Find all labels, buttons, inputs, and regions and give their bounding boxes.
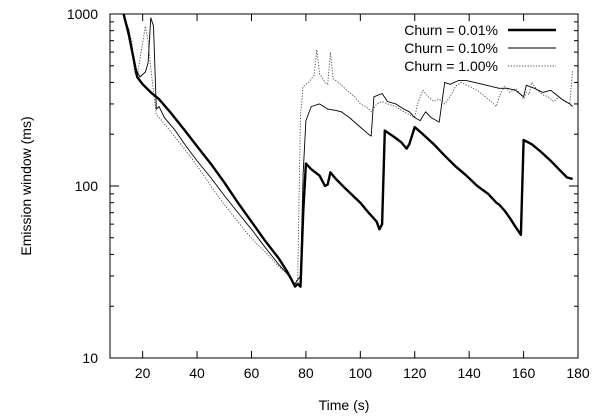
x-tick-label: 20 bbox=[135, 365, 151, 381]
x-tick-label: 160 bbox=[512, 365, 536, 381]
x-tick-label: 100 bbox=[349, 365, 373, 381]
x-tick-label: 40 bbox=[189, 365, 205, 381]
y-axis-label: Emission window (ms) bbox=[18, 116, 34, 255]
legend-label: Churn = 0.01% bbox=[404, 22, 498, 38]
x-axis: 20 40 60 80 100 120 140 160 180 bbox=[135, 14, 590, 381]
x-tick-label: 120 bbox=[403, 365, 427, 381]
x-tick-label: 80 bbox=[298, 365, 314, 381]
legend-label: Churn = 1.00% bbox=[404, 58, 498, 74]
x-tick-label: 140 bbox=[457, 365, 481, 381]
legend-label: Churn = 0.10% bbox=[404, 40, 498, 56]
y-tick-label: 100 bbox=[75, 178, 99, 194]
series-line-thin bbox=[123, 13, 573, 285]
y-tick-label: 10 bbox=[82, 350, 98, 366]
x-axis-label: Time (s) bbox=[319, 397, 370, 413]
y-tick-label: 1000 bbox=[67, 6, 98, 22]
series-line-dotted bbox=[123, 13, 574, 285]
legend: Churn = 0.01% Churn = 0.10% Churn = 1.00% bbox=[404, 22, 556, 74]
y-axis: 10 100 1000 bbox=[67, 6, 578, 366]
series-layer bbox=[122, 13, 574, 288]
x-tick-label: 180 bbox=[566, 365, 590, 381]
series-line-thick bbox=[122, 13, 573, 288]
x-tick-label: 60 bbox=[244, 365, 260, 381]
